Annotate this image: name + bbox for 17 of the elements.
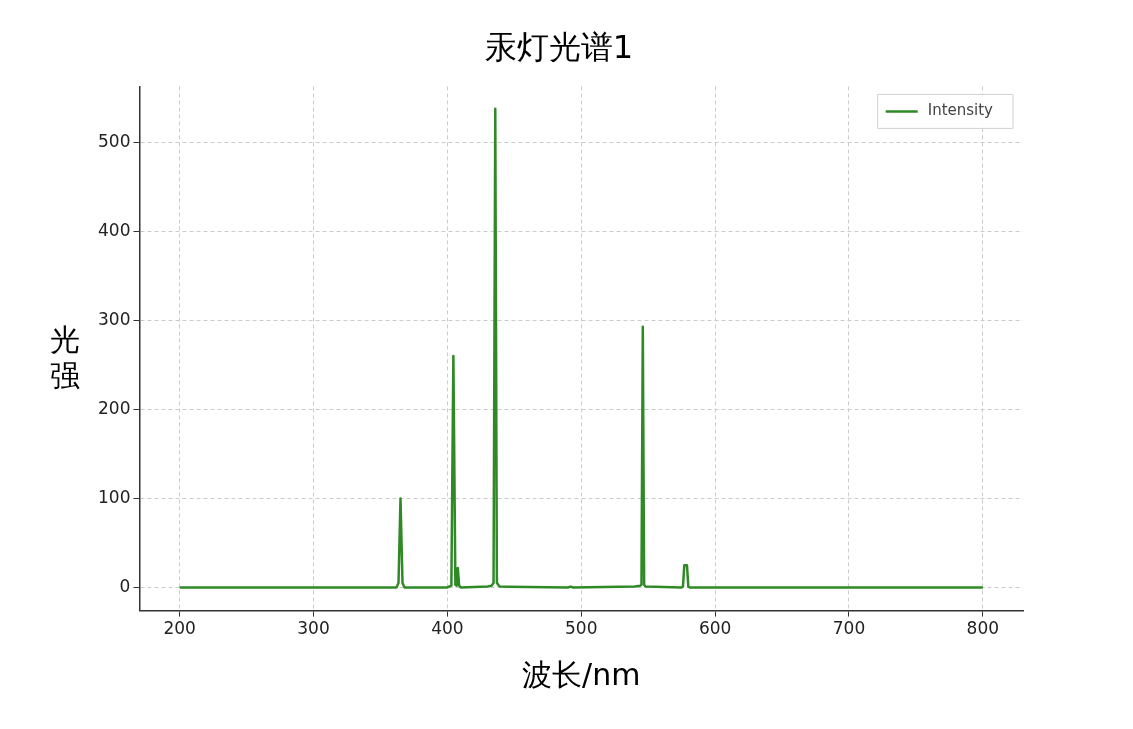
- x-axis-title: 波长/nm: [522, 656, 641, 692]
- y-tick-label: 300: [97, 308, 131, 329]
- y-tick-label: 200: [97, 397, 131, 418]
- x-tick-label: 700: [832, 618, 866, 639]
- x-tick-label: 200: [163, 618, 196, 639]
- x-tick-label: 400: [431, 618, 464, 639]
- x-tick-label: 600: [698, 618, 732, 639]
- chart-title: 汞灯光谱1: [484, 27, 634, 66]
- x-tick-label: 500: [565, 618, 598, 639]
- y-tick-label: 100: [97, 486, 131, 507]
- y-tick-label: 400: [97, 219, 131, 240]
- y-tick-label: 0: [119, 575, 131, 596]
- y-axis-title: 光强: [50, 322, 80, 394]
- x-tick-label: 800: [966, 618, 1000, 639]
- legend-label: Intensity: [927, 101, 994, 120]
- x-tick-label: 300: [297, 618, 330, 639]
- y-tick-label: 500: [97, 130, 131, 151]
